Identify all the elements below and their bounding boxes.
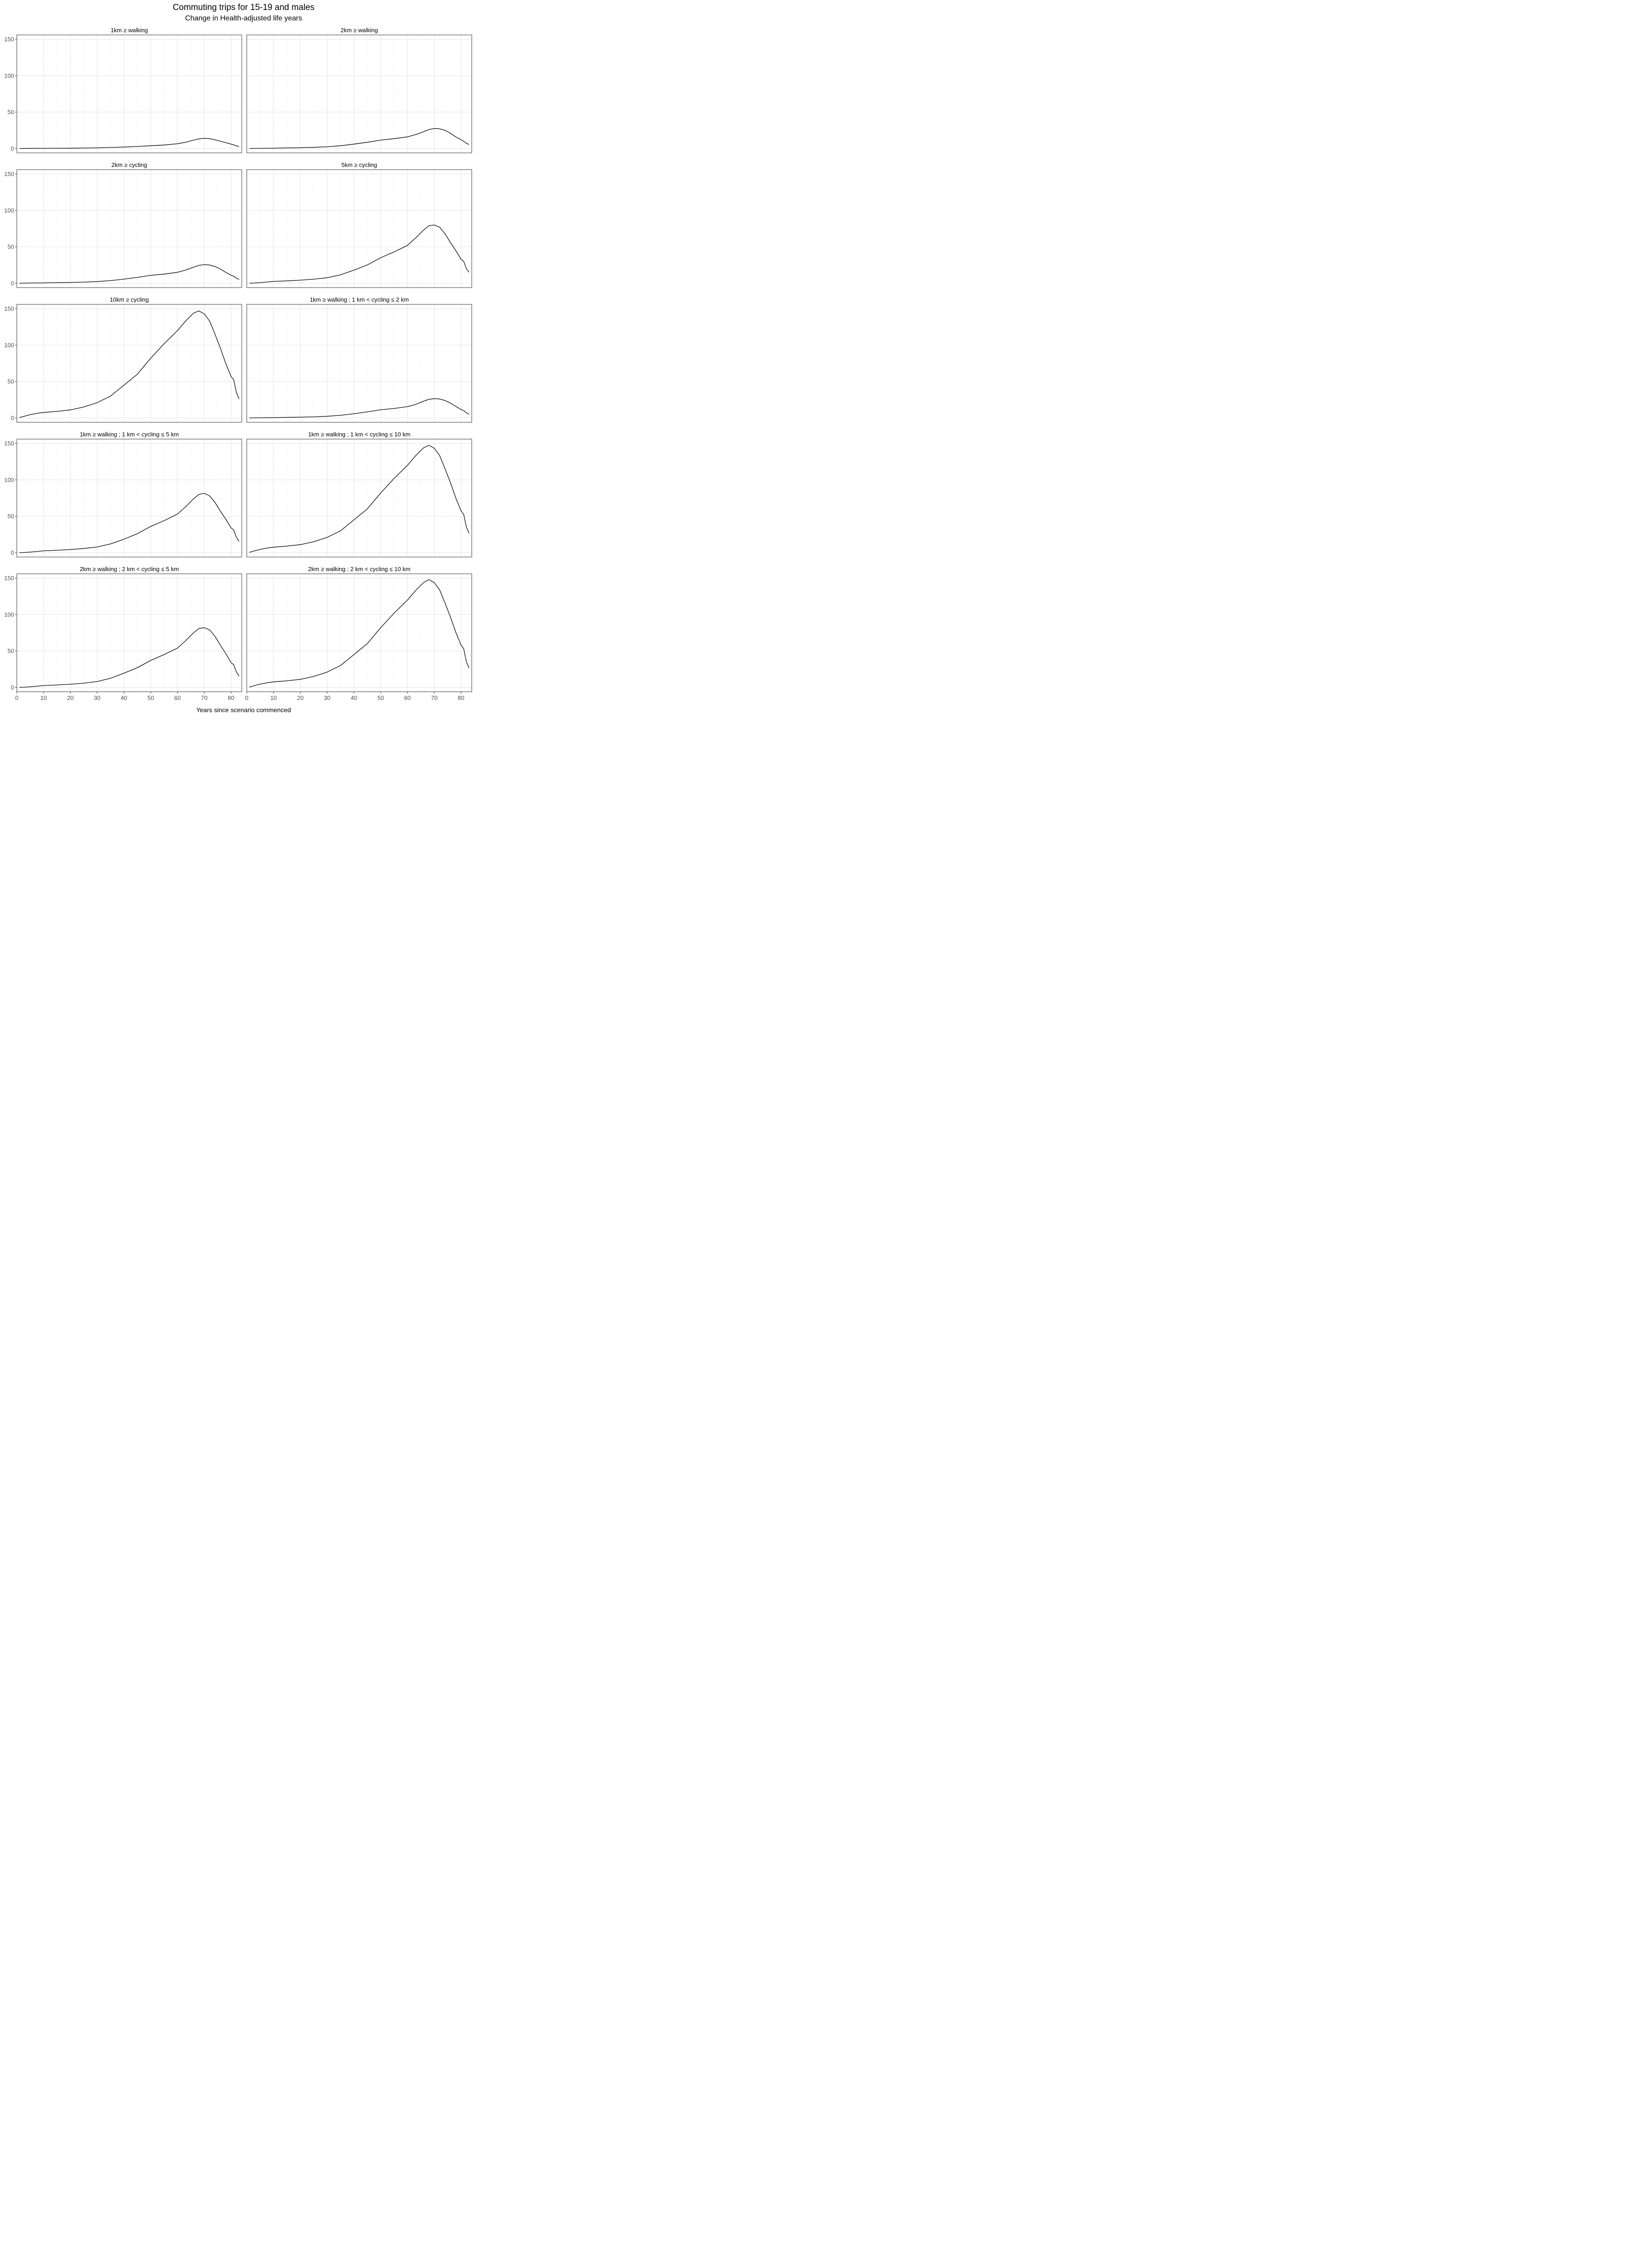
y-tick-label: 0: [11, 415, 14, 421]
series-line: [19, 493, 240, 553]
y-tick-label: 150: [4, 305, 14, 312]
chart-stage: Commuting trips for 15-19 and males Chan…: [0, 0, 476, 714]
panel-border: [16, 169, 242, 288]
y-tick-label: 0: [11, 280, 14, 287]
facet-panel: 2km ≥ walking ; 2 km < cycling ≤ 5 km 0 50…: [4, 566, 242, 701]
y-tick-label: 0: [11, 549, 14, 556]
series-line: [19, 264, 240, 284]
x-tick-label: 0: [245, 694, 248, 701]
facet-panel: 1km ≥ walking ; 1 km < cycling ≤ 5 km 0 50…: [4, 431, 242, 557]
x-tick-label: 40: [121, 694, 127, 701]
faceted-line-chart: Commuting trips for 15-19 and males Chan…: [4, 3, 472, 714]
y-tick-label: 50: [8, 513, 14, 520]
facet-strip-label: 2km ≥ walking ; 2 km < cycling ≤ 5 km: [80, 566, 179, 572]
facet-strip-label: 2km ≥ walking: [341, 27, 378, 34]
x-tick-label: 20: [297, 694, 303, 701]
panel-border: [16, 304, 242, 423]
x-tick-label: 70: [431, 694, 437, 701]
series-line: [19, 310, 240, 418]
series-line: [249, 128, 469, 149]
y-tick-label: 0: [11, 145, 14, 152]
y-tick-label: 100: [4, 342, 14, 348]
y-tick-label: 50: [8, 244, 14, 250]
x-tick-label: 10: [270, 694, 277, 701]
facet-strip-label: 1km ≥ walking ; 1 km < cycling ≤ 2 km: [310, 296, 409, 303]
y-tick-label: 100: [4, 476, 14, 483]
facet-strip-label: 1km ≥ walking: [111, 27, 148, 34]
y-tick-label: 150: [4, 440, 14, 447]
facet-panel: 1km ≥ walking ; 1 km < cycling ≤ 10 km: [246, 431, 472, 557]
panel-border: [16, 439, 242, 557]
y-tick-label: 100: [4, 611, 14, 618]
series-line: [19, 138, 240, 149]
x-tick-label: 80: [458, 694, 464, 701]
series-line: [249, 225, 469, 284]
series-line: [249, 579, 469, 688]
panel-border: [246, 304, 472, 423]
y-tick-label: 100: [4, 72, 14, 79]
facet-strip-label: 1km ≥ walking ; 1 km < cycling ≤ 5 km: [80, 431, 179, 438]
facet-panel: 1km ≥ walking 0 50 100 150: [4, 27, 242, 153]
facet-strip-label: 5km ≥ cycling: [342, 161, 377, 168]
facet-panel: 2km ≥ walking: [246, 27, 472, 153]
chart-title: Commuting trips for 15-19 and males: [173, 3, 315, 12]
x-tick-label: 20: [67, 694, 73, 701]
x-tick-label: 60: [174, 694, 181, 701]
series-line: [19, 627, 240, 688]
facet-panel: 2km ≥ cycling 0 50 100 150: [4, 161, 242, 288]
y-tick-label: 150: [4, 575, 14, 582]
x-tick-label: 40: [351, 694, 357, 701]
facet-panel: 1km ≥ walking ; 1 km < cycling ≤ 2 km: [246, 296, 472, 423]
facet-strip-label: 2km ≥ walking ; 2 km < cycling ≤ 10 km: [308, 566, 411, 572]
x-tick-label: 80: [228, 694, 234, 701]
facet-panel: 10km ≥ cycling 0 50 100 150: [4, 296, 242, 423]
facet-strip-label: 1km ≥ walking ; 1 km < cycling ≤ 10 km: [308, 431, 411, 438]
panel-border: [246, 573, 472, 692]
y-tick-label: 50: [8, 378, 14, 385]
panel-border: [16, 573, 242, 692]
x-tick-label: 0: [15, 694, 18, 701]
x-tick-label: 50: [147, 694, 154, 701]
facet-panel: 2km ≥ walking ; 2 km < cycling ≤ 10 km 0 1…: [245, 566, 472, 701]
y-tick-label: 50: [8, 648, 14, 655]
x-tick-label: 30: [324, 694, 330, 701]
x-tick-label: 50: [377, 694, 384, 701]
x-axis-label: Years since scenario commenced: [196, 706, 291, 714]
chart-subtitle: Change in Health-adjusted life years: [185, 15, 302, 22]
panel-border: [16, 34, 242, 153]
y-tick-label: 0: [11, 684, 14, 691]
y-tick-label: 150: [4, 171, 14, 177]
facet-strip-label: 10km ≥ cycling: [110, 296, 149, 303]
panel-border: [246, 34, 472, 153]
y-tick-label: 50: [8, 109, 14, 116]
x-tick-label: 30: [94, 694, 100, 701]
x-tick-label: 70: [201, 694, 207, 701]
series-line: [249, 445, 469, 553]
x-tick-label: 10: [40, 694, 47, 701]
facet-panel: 5km ≥ cycling: [246, 161, 472, 288]
panel-border: [246, 439, 472, 557]
x-tick-label: 60: [404, 694, 411, 701]
facet-strip-label: 2km ≥ cycling: [112, 161, 147, 168]
y-tick-label: 150: [4, 36, 14, 43]
y-tick-label: 100: [4, 207, 14, 214]
series-line: [249, 398, 469, 419]
panel-border: [246, 169, 472, 288]
